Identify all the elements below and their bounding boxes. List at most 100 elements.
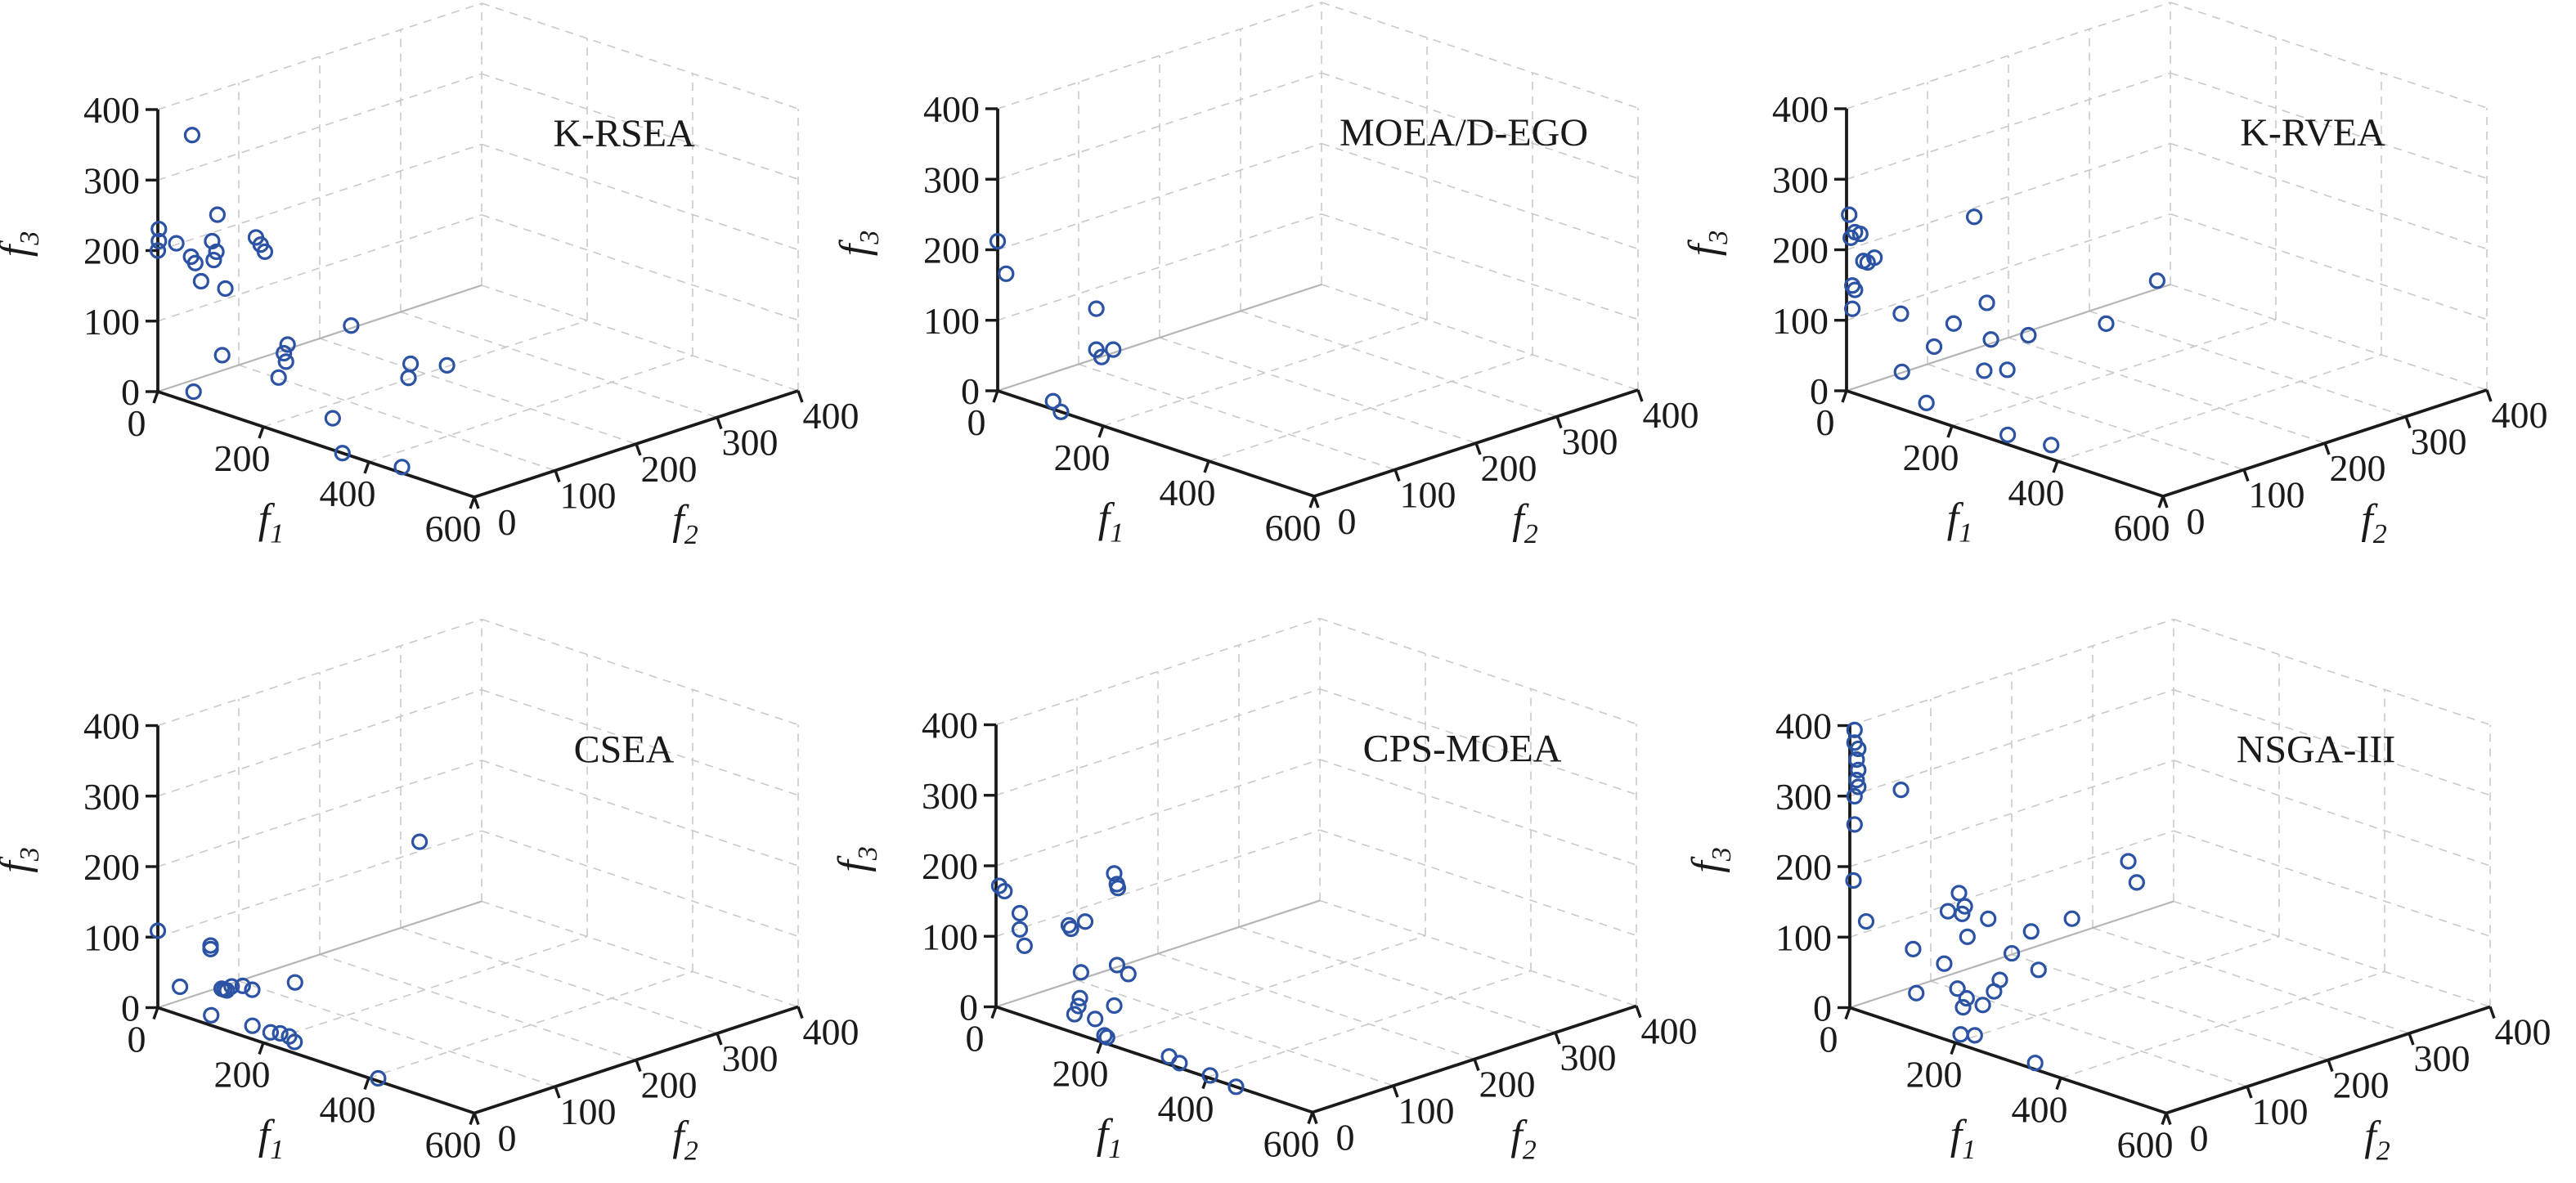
subplot-cps-moea: 0 100 200 300 400 0 200 400 600 0 100 200 300 400 f1 f2… bbox=[830, 617, 1698, 1166]
grid-line bbox=[1846, 2, 2171, 110]
data-point bbox=[1106, 997, 1123, 1015]
grid-line bbox=[1849, 760, 2174, 867]
f2-tick-label: 0 bbox=[2187, 500, 2206, 542]
data-point bbox=[1106, 865, 1123, 882]
grid-line bbox=[481, 900, 799, 1008]
grid-line bbox=[481, 143, 799, 251]
subplot-nsga-iii: 0 100 200 300 400 0 200 400 600 0 100 200 300 400 f1 f2… bbox=[1684, 618, 2551, 1167]
data-point bbox=[286, 1033, 303, 1051]
data-point bbox=[1072, 964, 1089, 981]
data-point bbox=[1087, 1010, 1104, 1028]
data-point bbox=[1925, 338, 1943, 356]
f2-tick-label: 200 bbox=[641, 448, 698, 490]
grid-line bbox=[2173, 760, 2491, 867]
data-point bbox=[1976, 362, 1993, 379]
data-point bbox=[185, 383, 202, 401]
grid-line bbox=[1319, 617, 1637, 725]
data-point bbox=[218, 982, 236, 999]
f1-tick bbox=[992, 390, 999, 403]
grid-line bbox=[157, 213, 482, 322]
grid-line bbox=[1102, 319, 1428, 427]
data-point bbox=[186, 254, 204, 271]
f2-label-sub: 2 bbox=[684, 520, 698, 550]
f2-tick-label: 300 bbox=[1562, 421, 1618, 463]
grid-line bbox=[1319, 759, 1637, 866]
f1-label-sub: 1 bbox=[270, 519, 284, 549]
f1-tick bbox=[990, 1006, 998, 1019]
data-point bbox=[438, 356, 456, 374]
data-point bbox=[1109, 880, 1127, 897]
f3-label-sub: 3 bbox=[855, 231, 885, 245]
f2-tick bbox=[1392, 1085, 1399, 1098]
data-point bbox=[1905, 940, 1922, 957]
grid-line bbox=[995, 688, 1321, 796]
grid-line bbox=[1319, 829, 1637, 937]
data-point bbox=[1978, 294, 1995, 311]
grid-line bbox=[1206, 970, 1532, 1078]
f3-axis-label: f3 bbox=[830, 846, 883, 872]
data-point bbox=[270, 369, 287, 386]
f3-tick-label: 0 bbox=[121, 371, 140, 413]
f2-tick bbox=[1393, 468, 1401, 482]
grid-line bbox=[2173, 618, 2491, 726]
grid-line bbox=[2089, 310, 2407, 418]
data-point bbox=[1120, 966, 1137, 983]
data-point bbox=[256, 243, 274, 260]
f3-tick-label: 0 bbox=[1810, 370, 1829, 412]
grid-line bbox=[157, 830, 482, 939]
data-point bbox=[213, 347, 231, 364]
data-point bbox=[276, 344, 293, 362]
f3-tick-label: 300 bbox=[922, 775, 978, 817]
data-point bbox=[149, 242, 167, 259]
f3-tick-label: 100 bbox=[923, 300, 980, 342]
data-point bbox=[370, 1069, 387, 1087]
f2-tick-label: 100 bbox=[560, 475, 617, 517]
data-point bbox=[1070, 997, 1087, 1015]
f1-tick-label: 600 bbox=[425, 1124, 482, 1166]
f2-tick-label: 0 bbox=[498, 501, 517, 543]
data-point bbox=[1999, 426, 2017, 444]
f3-tick-label: 400 bbox=[83, 706, 140, 747]
data-point bbox=[192, 272, 209, 290]
grid-line bbox=[1319, 688, 1637, 795]
data-point bbox=[223, 978, 240, 995]
f1-tick bbox=[1841, 390, 1848, 403]
f1-tick-label: 0 bbox=[1820, 1019, 1838, 1060]
data-point bbox=[1052, 403, 1070, 420]
data-point bbox=[1850, 761, 1867, 778]
data-point bbox=[2030, 961, 2047, 979]
f3-tick-label: 300 bbox=[83, 159, 140, 201]
data-point bbox=[1062, 921, 1079, 938]
grid-line bbox=[1846, 72, 2171, 181]
grid-line bbox=[1927, 363, 2245, 471]
data-point bbox=[989, 233, 1007, 250]
f2-tick bbox=[554, 469, 561, 483]
data-point bbox=[1044, 392, 1061, 410]
f2-tick bbox=[2246, 1086, 2253, 1099]
grid-line bbox=[995, 759, 1321, 867]
data-point bbox=[343, 317, 360, 334]
grid-line bbox=[1078, 363, 1396, 471]
f2-tick bbox=[1635, 1005, 1642, 1019]
box-edge bbox=[157, 900, 482, 1009]
data-point bbox=[1842, 229, 1860, 246]
f2-tick bbox=[635, 443, 642, 456]
f2-tick-label: 300 bbox=[1560, 1037, 1617, 1078]
data-point bbox=[1959, 928, 1976, 945]
grid-line bbox=[1208, 354, 1533, 462]
subplot-title: K-RVEA bbox=[2240, 111, 2385, 155]
data-point bbox=[1016, 937, 1033, 954]
grid-line bbox=[1849, 830, 2174, 939]
data-point bbox=[1991, 971, 2008, 988]
f2-label-sub: 2 bbox=[2376, 1136, 2390, 1167]
f1-tick-label: 400 bbox=[2008, 472, 2065, 513]
data-point bbox=[1098, 1028, 1115, 1046]
data-point bbox=[1846, 787, 1863, 805]
subplot-title: NSGA-III bbox=[2237, 728, 2396, 772]
data-point bbox=[2020, 326, 2037, 344]
f2-label-sub: 2 bbox=[684, 1136, 698, 1167]
f1-tick bbox=[1844, 1006, 1851, 1020]
f3-tick-label: 400 bbox=[83, 89, 140, 131]
f2-axis-label: f2 bbox=[1510, 1113, 1536, 1166]
f3-axis-label: f3 bbox=[832, 231, 885, 256]
